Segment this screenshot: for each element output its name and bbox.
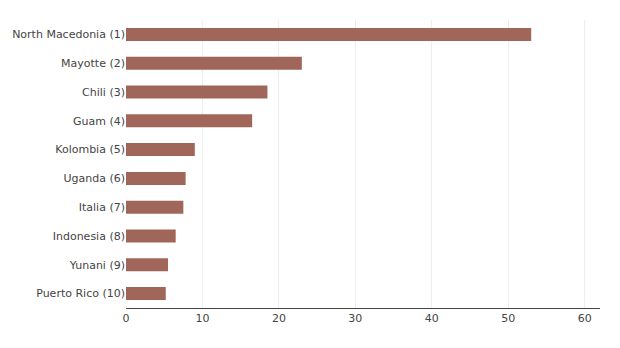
svg-text:20: 20 — [272, 312, 286, 325]
svg-text:30: 30 — [348, 312, 362, 325]
svg-text:40: 40 — [425, 312, 439, 325]
svg-text:North Macedonia (1): North Macedonia (1) — [12, 28, 125, 41]
svg-text:Yunani (9): Yunani (9) — [69, 259, 125, 272]
svg-text:Uganda (6): Uganda (6) — [63, 172, 125, 185]
svg-text:Chili (3): Chili (3) — [82, 86, 125, 99]
svg-text:Italia (7): Italia (7) — [79, 201, 125, 214]
svg-text:Guam (4): Guam (4) — [73, 115, 125, 128]
svg-text:Indonesia (8): Indonesia (8) — [53, 230, 125, 243]
svg-text:Puerto Rico (10): Puerto Rico (10) — [36, 287, 125, 300]
svg-text:60: 60 — [578, 312, 592, 325]
svg-text:10: 10 — [195, 312, 209, 325]
svg-text:0: 0 — [123, 312, 130, 325]
svg-text:Kolombia (5): Kolombia (5) — [55, 143, 125, 156]
svg-text:Mayotte (2): Mayotte (2) — [61, 57, 125, 70]
svg-text:50: 50 — [501, 312, 515, 325]
